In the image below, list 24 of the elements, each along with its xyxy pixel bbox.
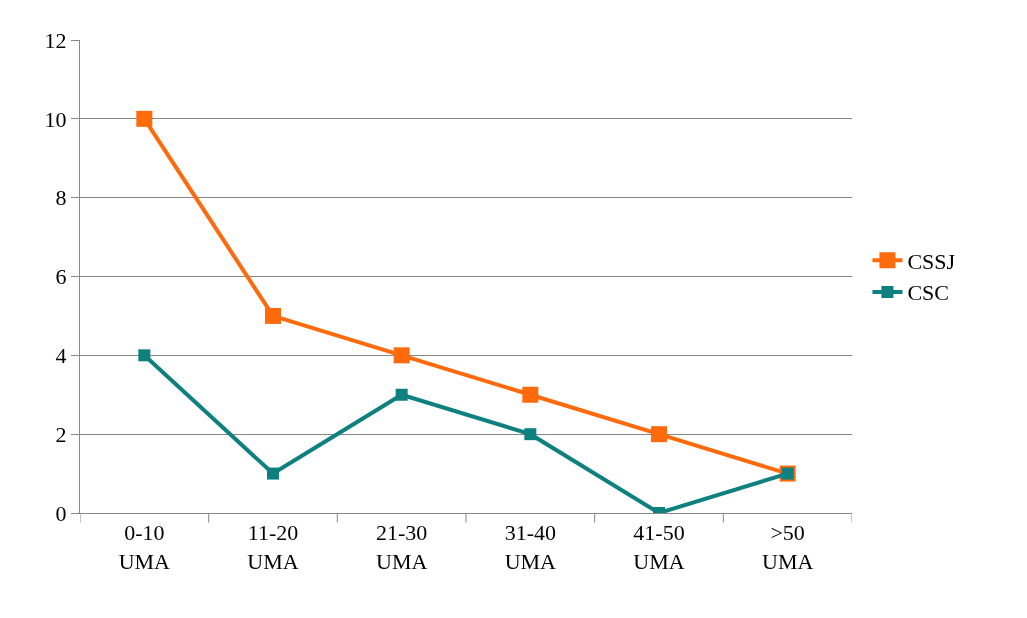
y-tick-label: 2 [55, 421, 67, 447]
y-tick-label: 10 [44, 106, 67, 132]
point [651, 426, 667, 443]
point [267, 467, 279, 480]
point [138, 349, 151, 362]
x-tick-label: 0-10 UMA [118, 520, 171, 574]
y-tick-label: 6 [55, 264, 67, 290]
x-tick-label: >50 UMA [762, 520, 814, 574]
y-tick-label: 0 [55, 500, 67, 526]
x-tick-label: 11-20 UMA [247, 520, 299, 574]
y-tick-label: 12 [44, 27, 67, 53]
x-tick-label: 41-50 UMA [633, 520, 685, 574]
point [136, 110, 153, 127]
x-tick-label: 31-40 UMA [504, 520, 557, 574]
point [393, 347, 410, 364]
legend-label: CSC [907, 280, 950, 306]
y-tick-label: 4 [55, 343, 67, 369]
point [522, 386, 539, 403]
point [265, 307, 281, 324]
x-tick-label: 21-30 UMA [376, 520, 428, 574]
point [524, 428, 537, 441]
point [395, 388, 408, 401]
legend-label: CSSJ [907, 248, 956, 274]
y-tick-label: 8 [55, 185, 67, 211]
